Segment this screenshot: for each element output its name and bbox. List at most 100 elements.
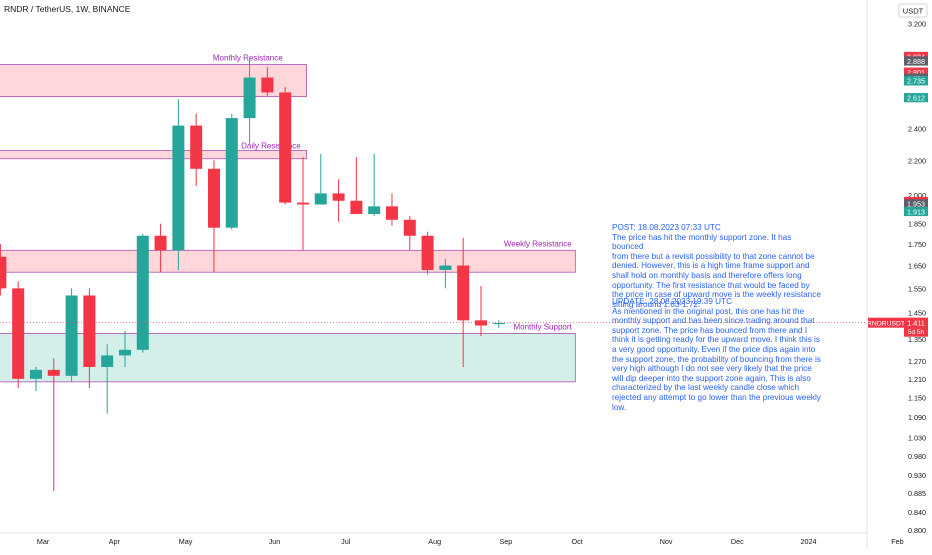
y-tick-label: 2.400 (908, 125, 926, 134)
y-tick-label: 0.930 (908, 471, 926, 480)
candle-up (439, 265, 452, 270)
candle-up (65, 295, 78, 376)
symbol-header: RNDR / TetherUS, 1W, BINANCE (4, 4, 131, 14)
candle-down (279, 92, 292, 203)
zone-resistance (0, 64, 307, 97)
x-tick-label: Dec (731, 537, 744, 546)
zone-label: Daily Resistance (241, 142, 301, 151)
y-tick-label: 1.450 (908, 309, 926, 318)
annotation-line: a very good opportunity. Even if the pri… (612, 344, 816, 354)
y-tick-label: 1.150 (908, 393, 926, 402)
price-label: 1.953 (907, 200, 925, 209)
current-price-bg (904, 317, 928, 337)
current-symbol: RNDRUSDT (867, 320, 905, 327)
zone-label: Monthly Support (513, 322, 572, 331)
candles (0, 56, 505, 492)
zone-resistance (0, 249, 576, 273)
candle-down (154, 235, 167, 251)
candle-up (492, 322, 505, 325)
annotation-line: the price in case of upward move is the … (612, 290, 821, 300)
zone-label: Monthly Resistance (213, 54, 283, 63)
annotation-line: The price has hit the monthly support zo… (612, 232, 792, 252)
candle-down (385, 206, 398, 220)
y-tick-label: 2.200 (908, 156, 926, 165)
y-tick-label: 1.850 (908, 220, 926, 229)
x-tick-label: Aug (428, 537, 441, 546)
zone-label: Weekly Resistance (504, 239, 572, 248)
candle-up (29, 369, 42, 379)
candle-up (101, 355, 114, 367)
x-tick-label: Oct (572, 537, 583, 546)
candle-up (225, 118, 238, 228)
y-tick-label: 0.840 (908, 508, 926, 517)
annotation-line: very high although I do not see very lik… (612, 364, 812, 374)
price-label: 2.612 (907, 93, 925, 102)
price-axis[interactable]: 3.2002.8002.4002.2002.0001.8501.7501.650… (866, 0, 926, 550)
current-price: 1.411 (907, 318, 924, 327)
candle-down (457, 265, 470, 321)
x-tick-label: Jun (269, 537, 281, 546)
candle-down (83, 295, 96, 367)
annotation-line: opportunity. The first resistance that w… (612, 280, 810, 290)
currency-badge-text: USDT (903, 7, 924, 16)
current-symbol-bg (868, 317, 904, 328)
candle-down (47, 369, 60, 376)
y-tick-label: 1.550 (908, 284, 926, 293)
x-tick-label: Feb (891, 537, 903, 546)
y-tick-label: 1.090 (908, 413, 926, 422)
annotation-line: monthly support and has been since tradi… (612, 316, 815, 326)
candle-down (421, 235, 434, 270)
candle-up (314, 193, 327, 205)
candle-up (136, 235, 149, 350)
price-label-bg (904, 206, 928, 217)
annotation-line: think it is getting ready for the upward… (612, 335, 820, 345)
y-tick-label: 1.350 (908, 335, 926, 344)
x-tick-label: Nov (660, 537, 673, 546)
annotation-update: UPDATE: 28.08.2023 19:39 UTC As mentione… (612, 297, 824, 412)
price-label-bg (904, 67, 928, 77)
y-tick-label: 3.200 (908, 20, 926, 29)
annotation-line: sitting around 1.63-1.72. (612, 299, 701, 309)
price-labels: 2.9242.8882.8012.7562.7352.6121.9661.953… (867, 51, 928, 337)
candle-down (350, 200, 363, 214)
candle-down (403, 219, 416, 236)
y-tick-label: 0.980 (908, 452, 926, 461)
candle-up (368, 206, 381, 214)
price-label: 2.888 (907, 57, 925, 66)
candle-up (172, 125, 185, 251)
annotation-line: rejected any attempt to go lower than th… (612, 392, 821, 402)
annotation-post: POST: 18.08.2023 07:33 UTC The price has… (612, 223, 824, 309)
annotation-line: UPDATE: 28.08.2023 19:39 UTC (612, 297, 732, 306)
annotation-line: denied. However, this is a high time fra… (612, 261, 810, 271)
candle-down (190, 125, 203, 169)
zone-support (0, 333, 576, 383)
x-tick-label: Sep (500, 537, 513, 546)
y-tick-label: 1.030 (908, 434, 926, 443)
price-label: 2.801 (907, 68, 925, 77)
x-tick-label: 2024 (801, 537, 817, 546)
y-tick-label: 1.650 (908, 262, 926, 271)
annotation-line: support zone. The price has bounced from… (612, 325, 808, 335)
y-tick-label: 0.800 (908, 526, 926, 535)
candle-down (332, 193, 345, 201)
annotation-line: characterized by the last weekly candle … (612, 383, 800, 393)
y-tick-label: 0.885 (908, 489, 926, 498)
x-tick-label: Jul (341, 537, 351, 546)
annotation-line: POST: 18.08.2023 07:33 UTC (612, 223, 721, 232)
annotation-line: from there but a revisit possibility to … (612, 251, 815, 261)
candle-up (243, 77, 256, 119)
candle-down (296, 202, 309, 205)
currency-badge[interactable]: USDT (898, 3, 928, 18)
y-tick-label: 1.750 (908, 240, 926, 249)
zone-resistance (0, 150, 307, 160)
price-label: 1.913 (907, 207, 925, 216)
candle-down (12, 288, 25, 379)
annotation-line: low. (612, 402, 627, 412)
candle-down (261, 77, 274, 93)
time-axis[interactable]: Mar Apr May Jun Jul Aug Sep Oct Nov Dec 2024 Feb (0, 532, 904, 546)
x-tick-label: Mar (37, 537, 50, 546)
price-label-bg (904, 56, 928, 66)
y-tick-label: 1.270 (908, 357, 926, 366)
